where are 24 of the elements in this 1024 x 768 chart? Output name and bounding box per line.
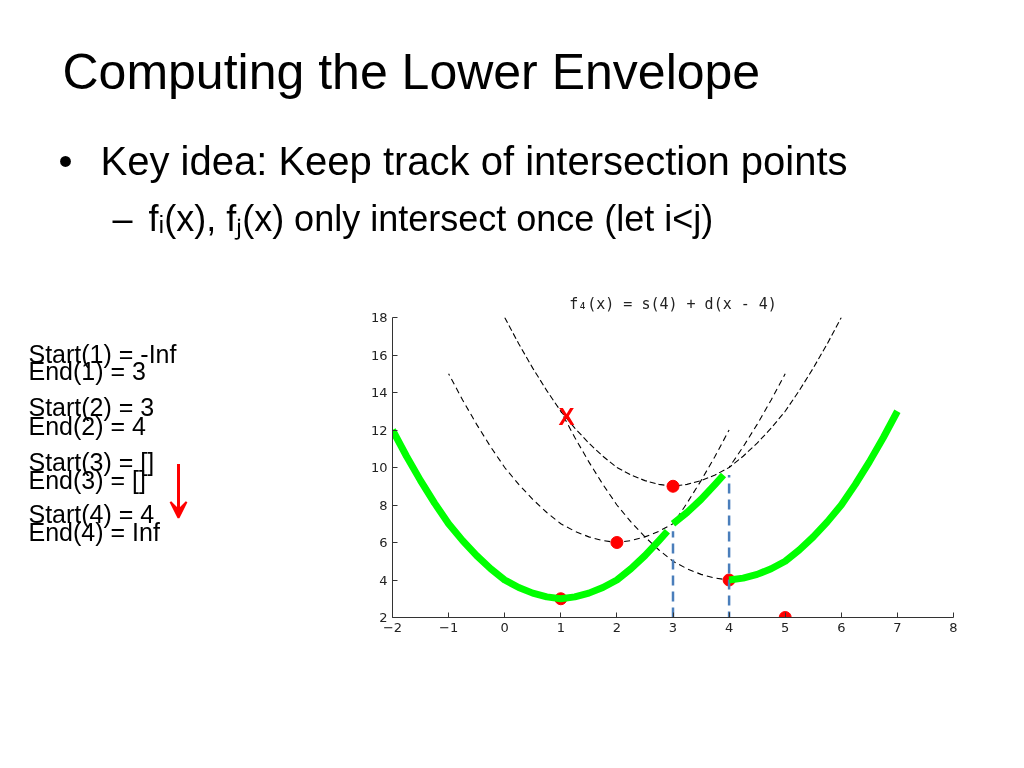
text: f₄(x) = s(4) + d(x - 4) [569, 294, 777, 313]
text: Key idea: Keep track of intersection points [100, 138, 848, 183]
x-tick-label: 7 [893, 619, 902, 635]
y-tick-label: 18 [370, 310, 388, 325]
x-tick-label: 8 [949, 619, 958, 635]
y-tick-label: 4 [379, 572, 388, 588]
x-tick-label: 5 [781, 619, 790, 635]
x-tick-label: 4 [724, 619, 734, 635]
y-tick-label: 8 [379, 497, 388, 513]
x-tick-label: 3 [668, 619, 678, 635]
x-tick-label: 0 [500, 619, 509, 635]
y-tick-label: 16 [370, 347, 388, 363]
y-tick-label: 6 [379, 535, 388, 550]
chart-title: Computing the Lower Envelope [62, 43, 761, 100]
y-tick-label: 10 [370, 460, 388, 475]
x-tick-label: −1 [439, 619, 459, 635]
text: • [58, 138, 73, 183]
text: fᵢ(x), fⱼ(x) only intersect once (let i<j) [148, 198, 714, 240]
x-tick-label: 6 [837, 619, 846, 635]
text: – [112, 198, 133, 239]
x-tick-label: 2 [612, 619, 622, 635]
y-tick-label: 14 [370, 385, 388, 400]
x-tick-label: 1 [556, 619, 565, 635]
y-tick-label: 12 [370, 422, 388, 438]
